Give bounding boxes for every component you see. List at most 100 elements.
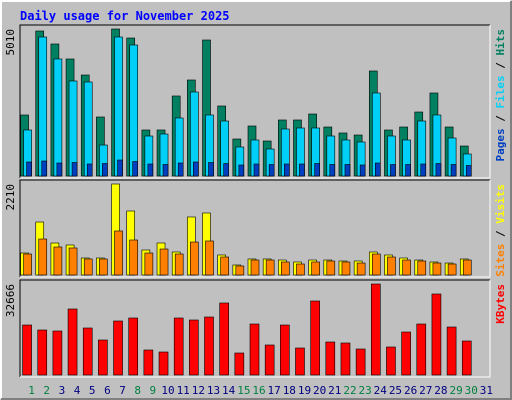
bar [56,162,63,177]
bar [129,44,139,177]
bar [102,163,108,177]
bar [220,256,229,276]
bar [420,163,427,177]
bar [344,164,351,177]
bar [416,323,427,376]
bar [329,164,336,177]
x-tick-label: 29 [449,384,462,397]
bar [296,263,305,276]
bar [234,352,245,376]
bar [223,163,229,177]
bar [219,302,229,376]
bar [264,344,275,376]
bar [129,239,139,276]
bar [238,164,245,177]
x-tick-label: 26 [404,384,417,397]
bar [461,340,472,376]
bar [68,247,78,276]
x-tick-label: 2 [43,384,50,397]
y-tick-label: 2210 [4,184,17,211]
legend-separator: / [494,224,507,244]
x-tick-label: 8 [134,384,141,397]
bar [22,324,32,376]
bar [371,253,381,276]
bar [325,341,336,376]
y-tick-label: 5010 [4,29,17,56]
x-tick-label: 24 [374,384,388,397]
bar [447,263,457,276]
bar [355,348,366,376]
bar [68,80,78,177]
bar [23,253,32,276]
bar [190,241,199,276]
bar [235,265,245,276]
panel-frame-dark [19,279,490,377]
bar [435,163,442,177]
panel-frame-dark [19,179,490,277]
x-tick-label: 28 [434,384,447,397]
bar [446,326,457,376]
bar [268,164,275,177]
bar [132,161,139,177]
bar [462,259,472,276]
bar [250,259,260,276]
bar [310,300,320,376]
x-tick-label: 3 [59,384,66,397]
legend-entry: Pages [494,128,507,161]
bar [143,349,154,376]
legend-entry: Sites [494,244,507,277]
x-tick-label: 25 [389,384,402,397]
legend: Pages / Files / Hits [494,29,507,162]
x-tick-label: 19 [298,384,311,397]
x-tick-label: 9 [150,384,157,397]
x-tick-label: 14 [222,384,236,397]
bar [114,36,123,177]
bar [117,159,123,177]
bar [26,161,32,177]
bar [390,164,396,177]
legend-entry: Visits [494,184,507,224]
bar [401,331,411,376]
legend-separator: / [494,109,507,129]
bar [83,258,93,276]
y-tick-label: 32666 [4,284,17,317]
bar [432,262,442,276]
panel-frame-light [20,25,491,179]
panel-frame-light [20,180,491,278]
bar [37,329,48,376]
chart-title: Daily usage for November 2025 [20,9,230,23]
bar [147,163,154,177]
bar [113,320,123,376]
bar [311,261,320,276]
bar [128,317,139,376]
bar [82,327,93,376]
x-tick-label: 16 [252,384,265,397]
x-tick-label: 30 [465,384,478,397]
bar [340,342,351,376]
bar [326,260,336,276]
x-tick-label: 1 [28,384,35,397]
bar [431,293,442,376]
x-tick-label: 11 [177,384,190,397]
bar [67,308,78,376]
bar [265,259,275,276]
bar [253,163,260,177]
panel-frame-dark [19,24,490,178]
bar [205,240,214,276]
bar [86,163,93,177]
x-tick-label: 5 [89,384,96,397]
bar [450,164,457,177]
bar [173,317,184,376]
bar [387,256,396,276]
x-tick-label: 27 [419,384,432,397]
bar [71,162,78,177]
bar [114,230,123,276]
bar [402,259,411,276]
x-tick-label: 10 [161,384,174,397]
bar [359,164,366,177]
bar [41,160,48,177]
bar [98,339,108,376]
